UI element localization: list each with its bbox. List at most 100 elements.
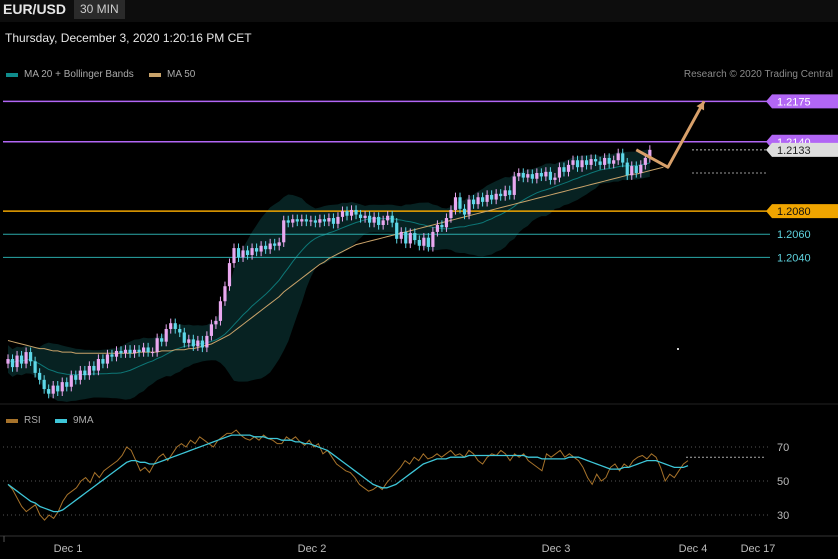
candle <box>598 161 602 165</box>
candle <box>273 243 277 246</box>
candle <box>503 190 507 197</box>
candle <box>607 157 611 164</box>
price-tag-label: 1.2040 <box>777 252 811 264</box>
candle <box>19 355 24 364</box>
x-tick-label: Dec 2 <box>298 543 327 555</box>
candle <box>232 248 236 264</box>
candle <box>304 219 308 222</box>
candle <box>327 218 331 222</box>
price-tag-target: 1.2175 <box>766 94 838 109</box>
candle <box>151 352 155 354</box>
candle <box>119 350 123 354</box>
candle <box>340 211 345 217</box>
candle <box>114 350 119 357</box>
candle <box>300 219 304 222</box>
candle <box>101 359 105 364</box>
candle <box>191 339 195 347</box>
candle <box>386 215 390 221</box>
legend-ma50-label: MA 50 <box>167 69 196 80</box>
candle <box>476 197 480 205</box>
candle <box>453 197 458 210</box>
candle <box>566 164 571 172</box>
legend-rsi: RSI <box>6 415 41 426</box>
candle <box>481 197 485 202</box>
candle <box>142 347 146 353</box>
candle <box>377 216 381 225</box>
candle <box>535 172 539 179</box>
candle <box>96 359 100 371</box>
candle <box>499 193 503 197</box>
timeframe-button[interactable]: 30 MIN <box>74 0 125 19</box>
candle <box>557 167 562 178</box>
candle <box>399 231 403 239</box>
rsi-tick-label: 50 <box>777 476 789 488</box>
candle <box>6 359 10 364</box>
candle <box>431 231 435 247</box>
candle <box>105 354 110 364</box>
rsi-tick-label: 70 <box>777 442 789 454</box>
candle <box>47 389 51 394</box>
candle <box>512 176 516 195</box>
candle <box>218 301 223 321</box>
candle <box>539 172 543 177</box>
price-tag-label: 1.2133 <box>777 145 811 157</box>
candle <box>205 335 209 348</box>
candle <box>286 220 290 223</box>
candle <box>214 320 218 325</box>
marker-dot <box>677 348 679 350</box>
legend-bollinger: MA 20 + Bollinger Bands <box>6 69 134 80</box>
forecast-arrowhead <box>696 101 705 111</box>
candle <box>33 361 37 373</box>
legend-swatch-bollinger <box>6 72 18 77</box>
candle <box>83 370 87 376</box>
candle <box>123 349 128 354</box>
price-tag-label: 1.2175 <box>777 96 811 108</box>
candle <box>580 160 584 168</box>
candle <box>255 248 259 252</box>
rsi-ma-line <box>7 434 689 513</box>
price-tag-support: 1.2060 <box>777 229 811 241</box>
candle <box>422 237 426 246</box>
candle <box>173 323 177 329</box>
candle <box>548 171 552 180</box>
price-tag-pivot: 1.2080 <box>766 204 838 219</box>
candle <box>236 248 241 258</box>
candle <box>349 209 354 216</box>
candle <box>440 224 444 228</box>
candle <box>444 218 449 228</box>
candle <box>426 237 430 247</box>
price-tag-last-price: 1.2133 <box>766 142 838 157</box>
candle <box>494 193 498 200</box>
candle <box>245 250 250 256</box>
candle <box>277 242 281 246</box>
ma20-line <box>7 162 650 376</box>
candle <box>160 338 164 342</box>
candle <box>42 379 46 390</box>
candle <box>458 197 462 209</box>
candle <box>354 209 358 215</box>
candle <box>295 219 299 222</box>
candle <box>336 216 340 224</box>
candle <box>435 224 439 232</box>
candle <box>490 194 494 200</box>
candle <box>15 355 19 368</box>
candle <box>264 245 268 250</box>
candle <box>521 172 525 178</box>
candle <box>449 209 453 219</box>
candle <box>196 340 200 347</box>
candle <box>648 149 652 158</box>
candle <box>182 332 186 343</box>
candle <box>612 160 616 164</box>
candle <box>589 159 593 165</box>
candle <box>24 352 28 364</box>
candle <box>553 177 557 180</box>
candle <box>390 215 394 223</box>
price-tag-bg <box>766 204 838 219</box>
price-tag-label: 1.2060 <box>777 229 811 241</box>
candle <box>187 339 191 343</box>
candle <box>471 199 476 205</box>
x-tick-label: Dec 4 <box>679 543 708 555</box>
candle <box>227 263 232 287</box>
candle <box>368 215 372 223</box>
